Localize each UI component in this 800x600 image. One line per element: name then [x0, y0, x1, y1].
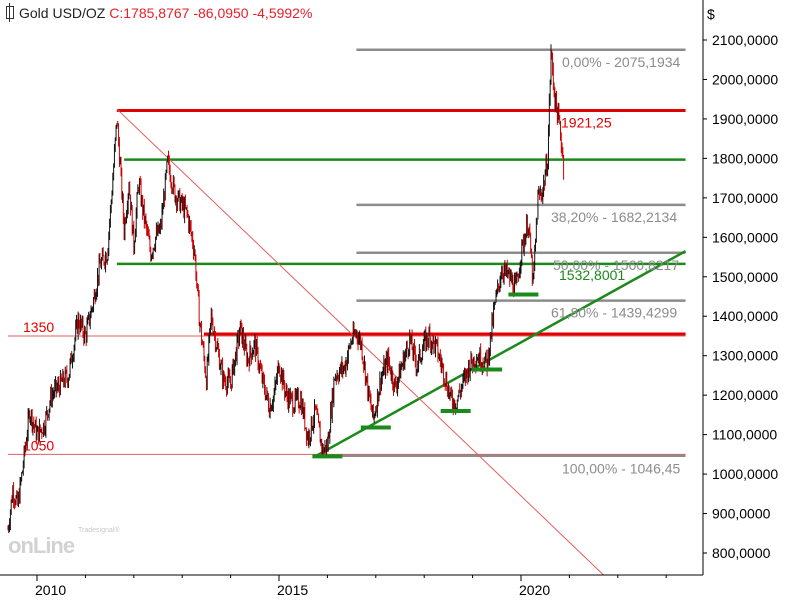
- axes: $ 2100,0000 2000,0000 1900,0000 1800,0000 17…: [0, 0, 778, 598]
- label-fib-100: 100,00% - 1046,45: [562, 461, 681, 477]
- y-tick-label: 1100,0000: [712, 427, 777, 443]
- y-tick-label: 2000,0000: [712, 71, 778, 87]
- swing-low-markers: [312, 292, 539, 459]
- y-tick-label: 1000,0000: [712, 466, 778, 482]
- y-tick-label: 1200,0000: [712, 387, 778, 403]
- label-resistance-1921: 1921,25: [561, 115, 612, 131]
- horizontal-levels: [7, 48, 686, 457]
- x-tick-label: 2010: [35, 582, 66, 598]
- price-series: [7, 44, 565, 534]
- label-fib-382: 38,20% - 1682,2134: [551, 209, 677, 225]
- chart-header: Gold USD/OZ C:1785,8767 -86,0950 -4,5992…: [6, 3, 313, 22]
- x-tick-label: 2015: [277, 582, 308, 598]
- y-tick-label: 800,0000: [712, 545, 771, 561]
- provider-watermark: onLine Tradesignal®: [8, 527, 119, 559]
- y-tick-label: 1900,0000: [712, 111, 778, 127]
- y-axis-label: $: [707, 6, 715, 22]
- instrument-symbol: Gold USD/OZ: [19, 5, 106, 21]
- y-tick-label: 1500,0000: [712, 269, 778, 285]
- label-fib-50: 50,00% - 1560,8217: [553, 257, 679, 273]
- label-support-1532: 1532,8001: [559, 267, 625, 283]
- y-tick-label: 1700,0000: [712, 190, 778, 206]
- watermark-provider: Tradesignal®: [78, 527, 120, 534]
- watermark-brand: onLine: [8, 533, 75, 558]
- label-level-1350: 1350: [23, 319, 54, 335]
- y-tick-label: 900,0000: [712, 506, 771, 522]
- label-level-1050: 1050: [23, 437, 54, 453]
- label-fib-0: 0,00% - 2075,1934: [562, 54, 681, 70]
- uptrend-line: [314, 250, 687, 458]
- label-fib-618: 61,80% - 1439,4299: [551, 305, 677, 321]
- level-labels: 0,00% - 2075,1934 1921,25 38,20% - 1682,21…: [23, 54, 681, 477]
- candlestick-icon: [6, 3, 14, 22]
- y-tick-label: 1600,0000: [712, 229, 778, 245]
- y-tick-label: 2100,0000: [712, 32, 778, 48]
- y-tick-label: 1300,0000: [712, 348, 778, 364]
- x-tick-label: 2020: [519, 582, 550, 598]
- y-tick-label: 1400,0000: [712, 308, 778, 324]
- y-tick-label: 1800,0000: [712, 150, 778, 166]
- last-quote: C:1785,8767 -86,0950 -4,5992%: [109, 5, 313, 21]
